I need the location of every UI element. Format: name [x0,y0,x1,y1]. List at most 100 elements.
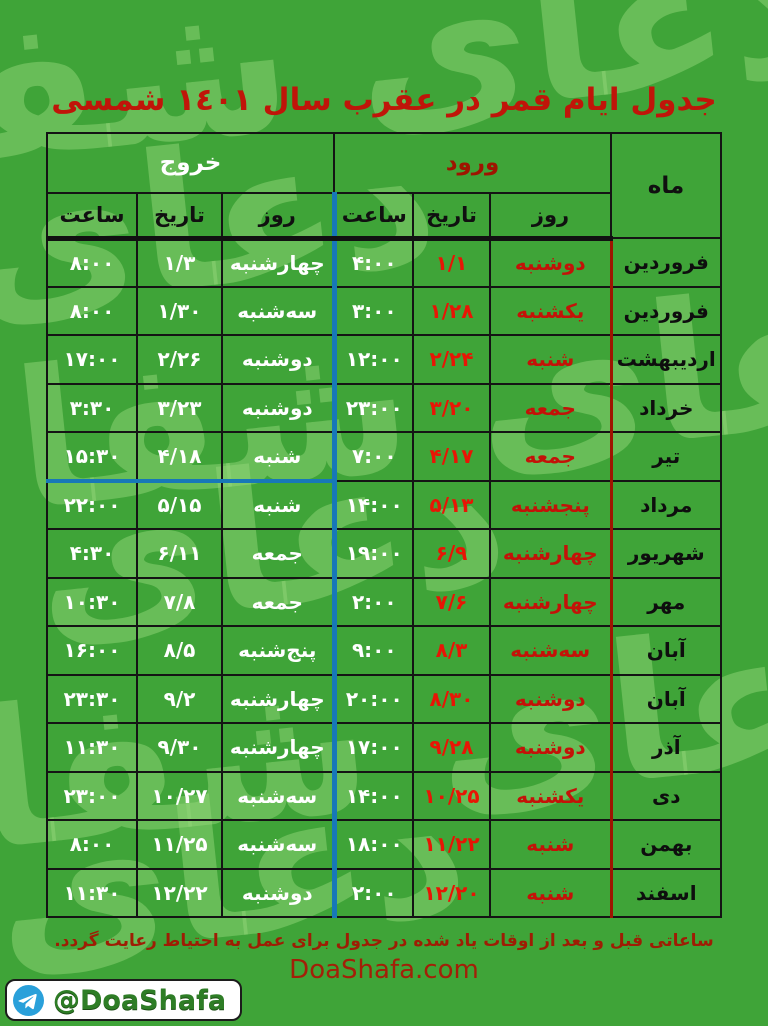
entry-time-header: ساعت [331,192,415,241]
month-cell: دی [609,770,723,821]
entry-day-cell: دوشنبه [489,237,613,288]
month-cell: بهمن [609,819,723,870]
exit-day-cell: شنبه [221,431,336,483]
month-cell: آذر [609,722,723,773]
exit-date-cell: ۹/۳۰ [136,722,224,773]
entry-day-cell: چهارشنبه [489,528,613,579]
entry-time-cell: ۲۰:۰۰ [331,673,415,724]
table-row: آبان سه‌شنبه ۸/۳ ۹:۰۰ پنج‌شنبه ۸/۵ ۱۶:۰۰ [45,625,723,676]
entry-day-cell: چهارشنبه [489,576,613,627]
month-cell: فروردین [609,237,723,288]
exit-day-cell: سه‌شنبه [221,285,336,336]
entry-date-header: تاریخ [412,192,492,241]
table-row: فروردین دوشنبه ۱/۱ ۴:۰۰ چهارشنبه ۱/۳ ۸:۰… [45,237,723,288]
exit-day-cell: دوشنبه [221,334,336,385]
entry-date-cell: ۱۰/۲۵ [412,770,492,821]
entry-time-cell: ۱۹:۰۰ [331,528,415,579]
exit-time-cell: ۲۳:۰۰ [45,770,139,821]
exit-time-cell: ۳:۳۰ [45,382,139,433]
exit-day-cell: چهارشنبه [221,722,336,773]
exit-time-cell: ۲۳:۳۰ [45,673,139,724]
page-content: جدول ایام قمر در عقرب سال ١٤٠١ شمسی ماه … [45,82,723,985]
entry-day-cell: جمعه [489,431,613,482]
exit-date-cell: ۲/۲۶ [136,334,224,385]
table-row: اسفند شنبه ۱۲/۲۰ ۲:۰۰ دوشنبه ۱۲/۲۲ ۱۱:۳۰ [45,867,723,918]
entry-time-cell: ۱۴:۰۰ [331,770,415,821]
telegram-badge[interactable]: @DoaShafa [5,979,243,1021]
month-column-header: ماه [610,132,723,239]
exit-day-cell: شنبه [221,479,336,530]
exit-date-cell: ۹/۲ [136,673,224,724]
exit-day-cell: دوشنبه [221,382,336,433]
table-row: تیر جمعه ۴/۱۷ ۷:۰۰ شنبه ۴/۱۸ ۱۵:۳۰ [45,431,723,483]
table-row: مرداد پنجشنبه ۵/۱۳ ۱۴:۰۰ شنبه ۵/۱۵ ۲۲:۰۰ [45,479,723,530]
exit-date-cell: ۸/۵ [136,625,224,676]
entry-day-cell: شنبه [489,819,613,870]
entry-day-cell: پنجشنبه [489,479,613,530]
exit-date-cell: ۴/۱۸ [136,431,224,483]
exit-day-cell: چهارشنبه [221,673,336,724]
exit-time-cell: ۱۷:۰۰ [45,334,139,385]
month-cell: فروردین [609,285,723,336]
entry-day-cell: جمعه [489,382,613,433]
month-cell: تیر [609,431,723,482]
table-row: آذر دوشنبه ۹/۲۸ ۱۷:۰۰ چهارشنبه ۹/۳۰ ۱۱:۳… [45,722,723,773]
exit-time-cell: ۸:۰۰ [45,285,139,336]
exit-day-cell: سه‌شنبه [221,819,336,870]
entry-day-cell: شنبه [489,867,613,918]
entry-day-cell: یکشنبه [489,285,613,336]
entry-date-cell: ۶/۹ [412,528,492,579]
entry-date-cell: ۱/۱ [412,237,492,288]
website-link[interactable]: DoaShafa.com [289,955,479,985]
entry-time-cell: ۷:۰۰ [331,431,415,482]
telegram-icon [13,984,44,1016]
exit-day-cell: دوشنبه [221,867,336,918]
exit-group-header: خروج [45,132,336,194]
exit-date-cell: ۶/۱۱ [136,528,224,579]
exit-time-cell: ۱۵:۳۰ [45,431,139,483]
exit-time-cell: ۲۲:۰۰ [45,479,139,530]
table-row: بهمن شنبه ۱۱/۲۲ ۱۸:۰۰ سه‌شنبه ۱۱/۲۵ ۸:۰۰ [45,819,723,870]
table-row: خرداد جمعه ۳/۲۰ ۲۳:۰۰ دوشنبه ۳/۲۳ ۳:۳۰ [45,382,723,433]
entry-date-cell: ۱۱/۲۲ [412,819,492,870]
entry-date-cell: ۱۲/۲۰ [412,867,492,918]
exit-day-cell: جمعه [221,576,336,627]
entry-time-cell: ۲۳:۰۰ [331,382,415,433]
entry-date-cell: ۸/۳۰ [412,673,492,724]
month-cell: آبان [609,673,723,724]
lunar-days-table: ماه ورود خروج روز تاریخ ساعت روز تاریخ س… [45,132,723,918]
exit-day-cell: سه‌شنبه [221,770,336,821]
month-cell: مرداد [609,479,723,530]
exit-day-cell: جمعه [221,528,336,579]
entry-day-cell: یکشنبه [489,770,613,821]
exit-date-cell: ۱۲/۲۲ [136,867,224,918]
exit-time-cell: ۸:۰۰ [45,819,139,870]
month-cell: شهریور [609,528,723,579]
table-header: ماه ورود خروج روز تاریخ ساعت روز تاریخ س… [45,132,723,241]
entry-date-cell: ۱/۲۸ [412,285,492,336]
entry-time-cell: ۱۷:۰۰ [331,722,415,773]
exit-date-cell: ۱۰/۲۷ [136,770,224,821]
exit-time-cell: ۱۱:۳۰ [45,867,139,918]
entry-time-cell: ۱۲:۰۰ [331,334,415,385]
month-cell: مهر [609,576,723,627]
entry-date-cell: ۹/۲۸ [412,722,492,773]
page-title: جدول ایام قمر در عقرب سال ١٤٠١ شمسی [51,82,717,118]
exit-time-cell: ۸:۰۰ [45,237,139,288]
exit-time-cell: ۴:۳۰ [45,528,139,579]
entry-time-cell: ۲:۰۰ [331,867,415,918]
exit-date-cell: ۱/۳ [136,237,224,288]
month-cell: اسفند [609,867,723,918]
exit-time-header: ساعت [45,192,139,241]
table-row: مهر چهارشنبه ۷/۶ ۲:۰۰ جمعه ۷/۸ ۱۰:۳۰ [45,576,723,627]
exit-day-cell: چهارشنبه [221,237,336,288]
entry-day-cell: سه‌شنبه [489,625,613,676]
exit-date-cell: ۱۱/۲۵ [136,819,224,870]
table-row: آبان دوشنبه ۸/۳۰ ۲۰:۰۰ چهارشنبه ۹/۲ ۲۳:۳… [45,673,723,724]
entry-time-cell: ۹:۰۰ [331,625,415,676]
exit-date-cell: ۱/۳۰ [136,285,224,336]
entry-day-cell: دوشنبه [489,673,613,724]
table-row: اردیبهشت شنبه ۲/۲۴ ۱۲:۰۰ دوشنبه ۲/۲۶ ۱۷:… [45,334,723,385]
entry-date-cell: ۲/۲۴ [412,334,492,385]
entry-day-cell: شنبه [489,334,613,385]
